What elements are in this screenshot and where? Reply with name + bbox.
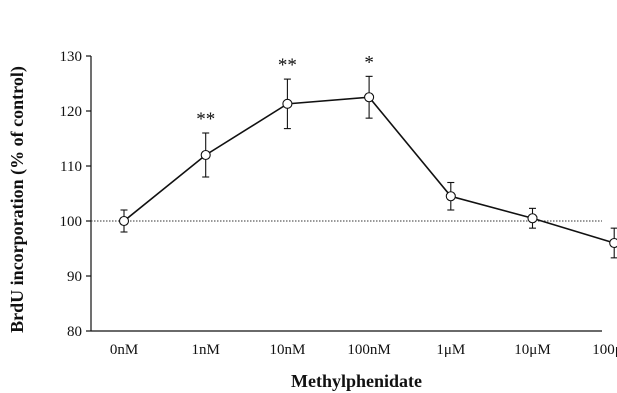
x-tick-label: 10μM [514,342,550,358]
data-point [527,213,538,224]
x-tick-label: 1μM [436,342,465,358]
y-tick-label: 130 [60,49,83,65]
x-tick-label: 100nM [347,342,390,358]
series-group: **** * [118,52,617,259]
significance-label: ** [278,55,297,76]
data-point [364,92,375,103]
x-tick-label: 100μM [592,342,617,358]
data-point [445,191,456,202]
y-axis-ticks: 80 90 100 110 120 130 [60,49,91,340]
data-point [609,237,617,249]
significance-label: * [364,52,374,73]
x-tick-label: 1nM [192,342,220,358]
y-tick-label: 80 [67,324,82,340]
x-axis-title: Methylphenidate [291,371,422,391]
axes [90,56,602,332]
data-point [282,98,293,109]
y-tick-label: 120 [60,104,83,120]
x-tick-label: 10nM [269,342,305,358]
data-point [200,149,211,161]
significance-label: ** [196,109,215,130]
y-tick-label: 110 [60,159,82,175]
data-point [118,215,130,227]
x-tick-label: 0nM [110,342,138,358]
y-tick-label: 100 [60,214,83,230]
y-axis-title: BrdU incorporation (% of control) [7,66,28,333]
x-axis-ticks: 0nM 1nM 10nM 100nM 1μM 10μM 100μM [110,342,617,358]
y-tick-label: 90 [67,269,82,285]
